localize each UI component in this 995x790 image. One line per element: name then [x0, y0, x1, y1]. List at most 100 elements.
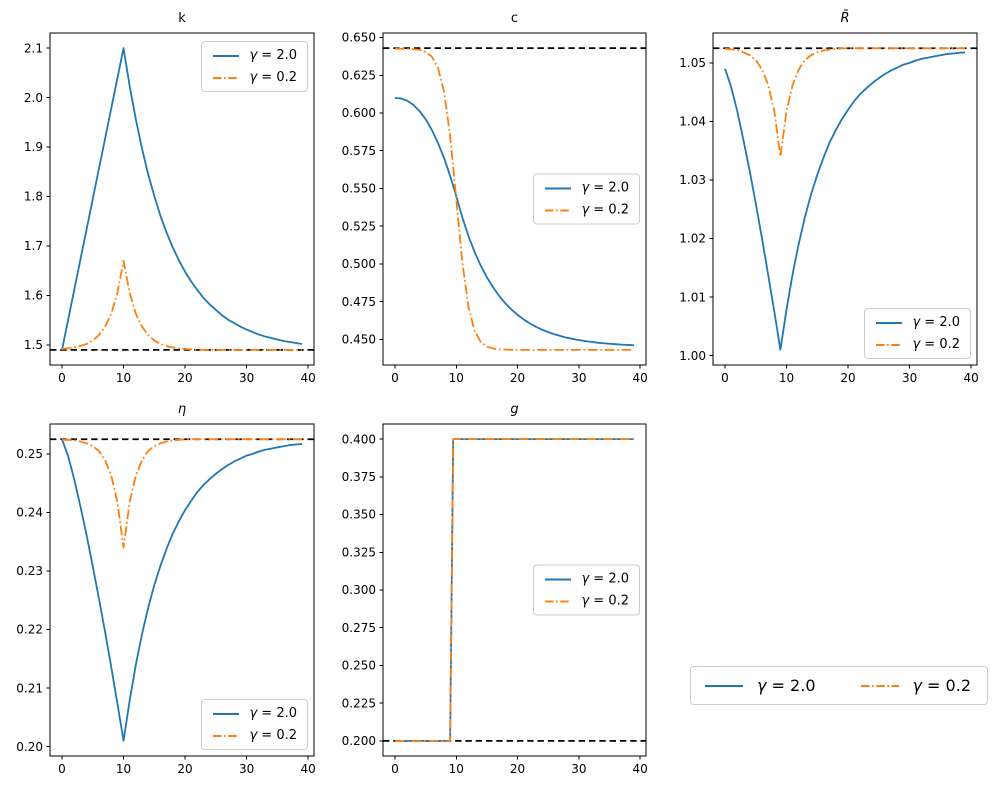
y-tick-label: 1.01 — [679, 290, 706, 304]
x-tick-label: 40 — [301, 762, 316, 776]
y-tick-label: 0.400 — [342, 432, 376, 446]
y-tick-label: 2.1 — [24, 41, 43, 55]
legend-entry: γ = 2.0 — [544, 572, 629, 587]
x-tick-label: 10 — [449, 762, 464, 776]
axes-frame — [712, 32, 978, 366]
x-tick-label: 20 — [177, 762, 192, 776]
legend-entry: γ = 2.0 — [875, 315, 960, 330]
axes-frame — [382, 32, 647, 366]
y-tick-label: 0.625 — [342, 68, 376, 82]
series-line-gamma-0.2 — [62, 438, 302, 549]
subplot-legend-rbar: γ = 2.0 γ = 0.2 — [864, 308, 971, 359]
solid-line-sample — [545, 187, 572, 189]
x-tick-label: 40 — [633, 371, 648, 385]
x-tick-label: 30 — [571, 762, 586, 776]
y-tick-label: 1.9 — [24, 140, 43, 154]
x-tick-label: 10 — [779, 371, 794, 385]
x-tick-label: 10 — [116, 371, 131, 385]
legend-label: γ = 0.2 — [581, 593, 629, 609]
y-tick-label: 0.550 — [342, 182, 376, 196]
legend-entry: γ = 2.0 — [212, 48, 297, 63]
subplot-title-k: k — [178, 11, 186, 26]
dashdot-line-sample — [876, 343, 903, 346]
x-tick-label: 30 — [239, 762, 254, 776]
dashdot-line-sample — [545, 209, 572, 211]
y-tick-label: 0.225 — [342, 696, 376, 710]
legend-entry: γ = 0.2 — [544, 594, 629, 609]
subplot-legend-eta: γ = 2.0 γ = 0.2 — [201, 699, 308, 750]
legend-entry: γ = 0.2 — [875, 337, 960, 352]
series-line-gamma-0.2 — [724, 47, 965, 158]
series-line-gamma-2.0 — [724, 51, 966, 351]
subplot-title-c: c — [510, 11, 519, 26]
series-line-gamma-0.2 — [394, 438, 635, 742]
x-tick-label: 0 — [721, 371, 729, 385]
legend-label: γ = 2.0 — [912, 315, 960, 330]
x-tick-label: 10 — [116, 762, 131, 776]
y-tick-label: 1.04 — [679, 115, 706, 129]
y-tick-label: 1.05 — [679, 56, 706, 70]
solid-line-sample — [213, 54, 240, 57]
legend-label: γ = 0.2 — [249, 728, 297, 743]
y-tick-label: 0.300 — [342, 583, 376, 597]
series-line-gamma-2.0 — [61, 47, 303, 351]
solid-line-sample — [545, 578, 572, 580]
y-tick-label: 0.21 — [16, 681, 43, 695]
x-tick-label: 30 — [239, 371, 254, 385]
y-tick-label: 0.325 — [342, 545, 376, 559]
x-tick-label: 0 — [58, 762, 66, 776]
y-tick-label: 0.275 — [342, 621, 376, 635]
legend-label: γ = 2.0 — [757, 676, 816, 695]
x-tick-label: 0 — [391, 762, 399, 776]
y-tick-label: 0.20 — [16, 740, 43, 754]
legend-entry: γ = 0.2 — [860, 676, 971, 695]
solid-line-sample — [876, 321, 903, 324]
subplot-legend-g: γ = 2.0 γ = 0.2 — [533, 564, 640, 616]
y-tick-label: 0.24 — [16, 506, 43, 520]
y-tick-label: 0.500 — [342, 257, 376, 271]
y-tick-label: 1.6 — [24, 289, 43, 303]
y-tick-label: 0.250 — [342, 659, 376, 673]
y-tick-label: 2.0 — [24, 91, 43, 105]
legend-entry: γ = 2.0 — [212, 706, 297, 721]
dashdot-line-sample — [213, 734, 240, 737]
legend-label: γ = 2.0 — [581, 571, 629, 587]
y-tick-label: 0.22 — [16, 623, 43, 637]
x-tick-label: 20 — [510, 762, 525, 776]
x-tick-label: 20 — [510, 371, 525, 385]
x-tick-label: 40 — [633, 762, 648, 776]
dashdot-line-sample — [860, 684, 899, 687]
legend-label: γ = 0.2 — [249, 70, 297, 85]
y-tick-label: 1.00 — [679, 349, 706, 363]
y-tick-label: 1.02 — [679, 232, 706, 246]
y-tick-label: 0.475 — [342, 295, 376, 309]
y-tick-label: 0.575 — [342, 144, 376, 158]
x-tick-label: 0 — [391, 371, 399, 385]
legend-entry: γ = 0.2 — [544, 203, 629, 218]
y-tick-label: 0.450 — [342, 333, 376, 347]
x-tick-label: 30 — [571, 371, 586, 385]
legend-entry: γ = 0.2 — [212, 70, 297, 85]
legend-label: γ = 0.2 — [912, 337, 960, 352]
y-tick-label: 1.7 — [24, 239, 43, 253]
subplot-legend-c: γ = 2.0 γ = 0.2 — [533, 173, 640, 225]
y-tick-label: 0.375 — [342, 470, 376, 484]
y-tick-label: 0.525 — [342, 219, 376, 233]
subplot-title-eta: η — [177, 402, 187, 417]
y-tick-label: 1.03 — [679, 173, 706, 187]
x-tick-label: 20 — [177, 371, 192, 385]
legend-entry: γ = 0.2 — [212, 728, 297, 743]
x-tick-label: 30 — [902, 371, 917, 385]
x-tick-label: 40 — [301, 371, 316, 385]
y-tick-label: 0.600 — [342, 106, 376, 120]
series-line-gamma-0.2 — [394, 47, 635, 351]
dashdot-line-sample — [545, 600, 572, 602]
legend-label: γ = 2.0 — [249, 48, 297, 63]
dashdot-line-sample — [213, 76, 240, 79]
